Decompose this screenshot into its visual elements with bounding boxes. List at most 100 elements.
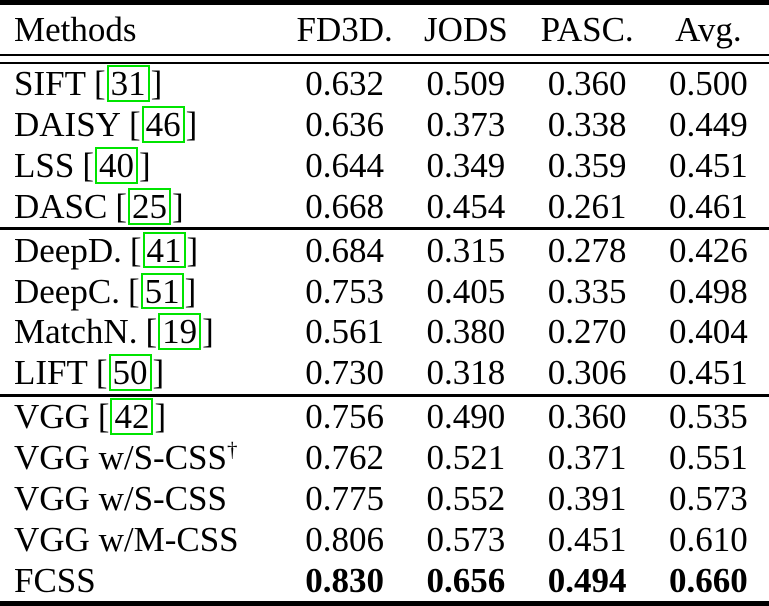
table-row: DASC[25] 0.668 0.454 0.261 0.461: [0, 187, 769, 228]
score-cell: 0.498: [669, 271, 748, 311]
header-row: Methods FD3D. JODS PASC. Avg.: [0, 5, 769, 54]
score-cell: 0.306: [547, 353, 627, 393]
method-name: VGG w/S-CSS: [14, 478, 227, 518]
citation-bracket-open: [: [93, 64, 106, 104]
method-cell: VGG w/S-CSS: [0, 479, 284, 519]
method-cell: LSS[40]: [0, 146, 284, 186]
citation-bracket-close: ]: [186, 230, 199, 270]
method-cell: FCSS: [0, 561, 284, 601]
score-cell: 0.636: [305, 105, 384, 145]
score-cell: 0.521: [426, 438, 506, 478]
table-row: VGG w/S-CSS† 0.762 0.521 0.371 0.551: [0, 438, 769, 479]
score-cell: 0.551: [669, 438, 748, 478]
method-cell: LIFT[50]: [0, 353, 284, 393]
method-name: VGG w/M-CSS: [14, 519, 239, 559]
citation-bracket-open: [: [127, 271, 140, 311]
score-cell: 0.806: [305, 519, 384, 559]
score-cell: 0.573: [669, 478, 748, 518]
citation-link[interactable]: 40: [94, 147, 138, 184]
score-cell: 0.404: [669, 312, 748, 352]
table-row: LIFT[50] 0.730 0.318 0.306 0.451: [0, 353, 769, 394]
table-row: DAISY[46] 0.636 0.373 0.338 0.449: [0, 105, 769, 146]
citation-link[interactable]: 51: [140, 272, 184, 310]
citation-link[interactable]: 25: [128, 187, 172, 225]
method-cell: DASC[25]: [0, 187, 284, 227]
column-header-pasc: PASC.: [540, 9, 634, 49]
score-cell: 0.644: [305, 146, 384, 186]
score-cell: 0.494: [547, 560, 627, 600]
top-rule: [0, 0, 769, 5]
method-name: DAISY: [14, 105, 121, 145]
score-cell: 0.756: [305, 397, 384, 437]
citation-bracket-close: ]: [154, 397, 167, 437]
score-cell: 0.461: [669, 186, 748, 226]
citation-link[interactable]: 41: [142, 231, 186, 269]
method-cell: DeepC.[51]: [0, 272, 284, 312]
score-cell: 0.552: [426, 478, 506, 518]
citation-bracket-open: [: [95, 353, 108, 393]
score-cell: 0.278: [547, 230, 627, 270]
score-cell: 0.753: [305, 271, 384, 311]
score-cell: 0.451: [669, 146, 748, 186]
score-cell: 0.660: [669, 560, 748, 600]
dagger-superscript: †: [226, 437, 238, 462]
header-double-rule: [0, 54, 769, 64]
score-cell: 0.451: [547, 519, 627, 559]
citation-bracket-open: [: [129, 230, 142, 270]
score-cell: 0.830: [305, 560, 384, 600]
citation-bracket-open: [: [145, 312, 158, 352]
method-cell: VGG w/S-CSS†: [0, 438, 284, 478]
table-row: FCSS 0.830 0.656 0.494 0.660: [0, 560, 769, 601]
citation-bracket-open: [: [115, 186, 128, 226]
bottom-rule: [0, 601, 769, 606]
citation-bracket-close: ]: [138, 146, 151, 186]
score-cell: 0.509: [426, 64, 506, 104]
citation-bracket-close: ]: [185, 105, 198, 145]
score-cell: 0.360: [547, 397, 627, 437]
citation-bracket-open: [: [97, 397, 110, 437]
table-row: VGG w/S-CSS 0.775 0.552 0.391 0.573: [0, 478, 769, 519]
method-name: SIFT: [14, 64, 86, 104]
method-name: MatchN.: [14, 312, 138, 352]
citation-bracket-close: ]: [152, 353, 165, 393]
score-cell: 0.656: [426, 560, 506, 600]
score-cell: 0.535: [669, 397, 748, 437]
score-cell: 0.490: [426, 397, 506, 437]
method-name: VGG w/S-CSS: [14, 438, 227, 478]
score-cell: 0.261: [547, 186, 627, 226]
table-row: VGG[42] 0.756 0.490 0.360 0.535: [0, 397, 769, 438]
method-name: LIFT: [14, 353, 88, 393]
table-row: DeepC.[51] 0.753 0.405 0.335 0.498: [0, 271, 769, 312]
score-cell: 0.610: [669, 519, 748, 559]
group-separator-rule: [0, 393, 769, 397]
score-cell: 0.270: [547, 312, 627, 352]
table-body: SIFT[31] 0.632 0.509 0.360 0.500 DAISY[46] 0.6…: [0, 64, 769, 601]
method-name: DASC: [14, 186, 108, 226]
table-row: DeepD.[41] 0.684 0.315 0.278 0.426: [0, 230, 769, 271]
method-name: FCSS: [14, 560, 96, 600]
score-cell: 0.451: [669, 353, 748, 393]
score-cell: 0.349: [426, 146, 506, 186]
score-cell: 0.573: [426, 519, 506, 559]
citation-link[interactable]: 31: [106, 65, 150, 103]
citation-link[interactable]: 50: [108, 354, 152, 392]
score-cell: 0.426: [669, 230, 748, 270]
citation-link[interactable]: 42: [110, 398, 154, 435]
citation-link[interactable]: 19: [158, 313, 202, 351]
score-cell: 0.405: [426, 271, 506, 311]
score-cell: 0.391: [547, 478, 627, 518]
score-cell: 0.632: [305, 64, 384, 104]
score-cell: 0.315: [426, 230, 506, 270]
method-name: LSS: [14, 146, 75, 186]
table-row: SIFT[31] 0.632 0.509 0.360 0.500: [0, 64, 769, 105]
score-cell: 0.360: [547, 64, 627, 104]
score-cell: 0.668: [305, 186, 384, 226]
table-row: VGG w/M-CSS 0.806 0.573 0.451 0.610: [0, 519, 769, 560]
score-cell: 0.449: [669, 105, 748, 145]
score-cell: 0.359: [547, 146, 627, 186]
citation-bracket-close: ]: [184, 271, 197, 311]
citation-bracket-close: ]: [202, 312, 214, 352]
citation-link[interactable]: 46: [141, 106, 185, 143]
method-cell: SIFT[31]: [0, 64, 284, 104]
